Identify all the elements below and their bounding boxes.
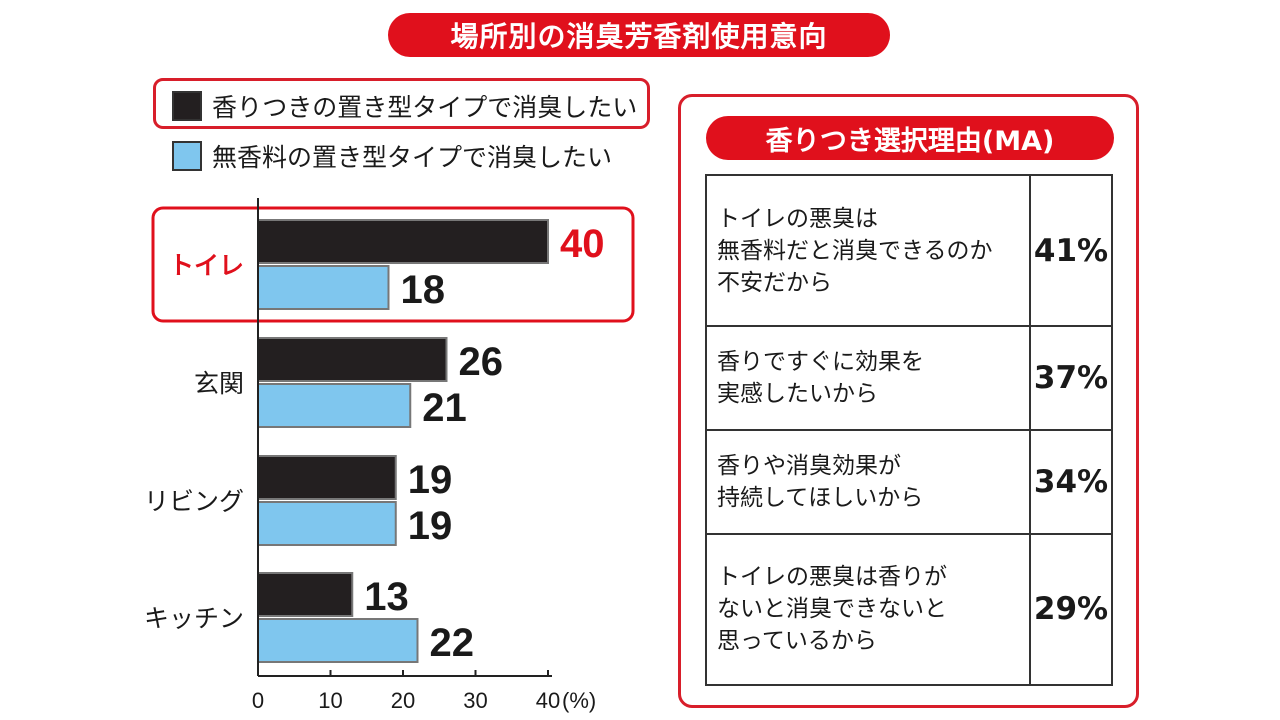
- reason-line: ないと消臭できないと: [717, 596, 947, 623]
- reason-text: 香りや消臭効果が 持続してほしいから: [705, 428, 1031, 535]
- data-label: 22: [430, 621, 475, 665]
- legend-label-unscented: 無香料の置き型タイプで消臭したい: [212, 143, 613, 172]
- reason-percentage: 34%: [1029, 428, 1113, 535]
- x-unit-label: (%): [562, 688, 596, 713]
- legend-highlight-frame: [153, 78, 650, 129]
- data-label: 19: [408, 504, 453, 548]
- reason-line: 香りや消臭効果が: [717, 452, 901, 479]
- category-label: 玄関: [194, 369, 244, 398]
- chart-title: 場所別の消臭芳香剤使用意向: [388, 13, 890, 57]
- bar: [257, 501, 397, 546]
- reason-percentage: 37%: [1029, 325, 1113, 431]
- reason-line: 不安だから: [717, 269, 832, 296]
- reason-line: トイレの悪臭は: [717, 205, 878, 232]
- data-label: 18: [401, 268, 446, 312]
- reason-line: 思っているから: [717, 628, 877, 655]
- reason-text: 香りですぐに効果を 実感したいから: [705, 325, 1031, 431]
- x-tick-label: 10: [318, 688, 342, 713]
- reason-row: トイレの悪臭は 無香料だと消臭できるのか 不安だから 41%: [705, 173, 1113, 328]
- bar: [257, 455, 397, 500]
- bar: [257, 572, 354, 617]
- reason-percentage: 41%: [1029, 173, 1113, 328]
- reasons-panel: [678, 94, 1139, 708]
- reason-line: 香りですぐに効果を: [717, 349, 924, 376]
- data-label: 40: [560, 222, 605, 266]
- data-label: 13: [364, 575, 409, 619]
- legend-item-unscented: 無香料の置き型タイプで消臭したい: [172, 138, 612, 174]
- reason-line: トイレの悪臭は香りが: [717, 564, 947, 591]
- category-label: リビング: [144, 487, 244, 516]
- reason-line: 実感したいから: [717, 381, 878, 408]
- category-label: トイレ: [169, 251, 244, 280]
- reason-row: 香りや消臭効果が 持続してほしいから 34%: [705, 428, 1113, 535]
- reason-text: トイレの悪臭は無香料だと消臭できるのか 不安だから: [705, 173, 1031, 328]
- reason-line: 持続してほしいから: [717, 484, 924, 511]
- bar: [257, 265, 390, 310]
- bar: [257, 618, 419, 663]
- bar: [257, 219, 549, 264]
- reason-line: 無香料だと消臭できるのか: [717, 237, 993, 264]
- reason-percentage: 29%: [1029, 532, 1113, 687]
- reasons-table: トイレの悪臭は 無香料だと消臭できるのか 不安だから 41% 香りですぐに効果を 実感した…: [705, 173, 1113, 687]
- legend-swatch-scented: [172, 91, 202, 121]
- reasons-title: 香りつき選択理由(MA): [706, 116, 1114, 160]
- data-label: 21: [422, 386, 467, 430]
- x-tick-label: 30: [463, 688, 487, 713]
- legend-label-scented: 香りつきの置き型タイプで消臭したい: [212, 93, 638, 122]
- x-tick-label: 40: [536, 688, 560, 713]
- legend-item-scented: 香りつきの置き型タイプで消臭したい: [172, 88, 637, 124]
- reason-row: 香りですぐに効果を 実感したいから 37%: [705, 325, 1113, 431]
- legend-swatch-unscented: [172, 141, 202, 171]
- x-tick-label: 20: [391, 688, 415, 713]
- reason-row: トイレの悪臭は香りが ないと消臭できないと 思っているから 29%: [705, 532, 1113, 687]
- category-label: キッチン: [144, 604, 244, 633]
- bar: [257, 337, 448, 382]
- data-label: 19: [408, 458, 453, 502]
- highlight-frame: [151, 206, 635, 323]
- reason-text: トイレの悪臭は香りが ないと消臭できないと 思っているから: [705, 532, 1031, 687]
- x-tick-label: 0: [252, 688, 264, 713]
- bar: [257, 383, 412, 428]
- data-label: 26: [459, 340, 504, 384]
